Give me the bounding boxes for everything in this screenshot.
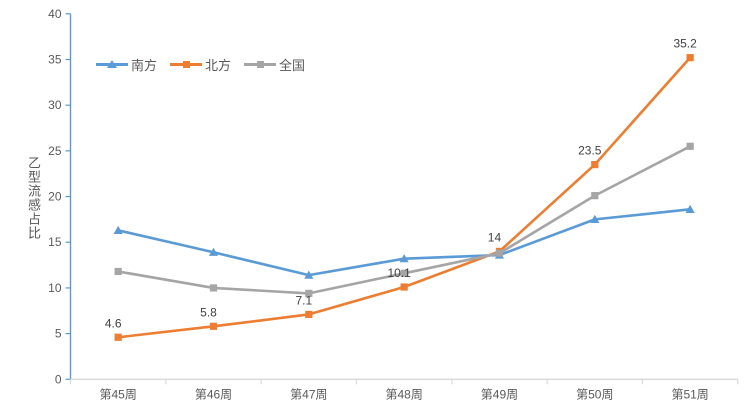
square-marker-icon: [400, 269, 408, 277]
square-marker-icon: [686, 142, 694, 150]
x-tick-label: 第51周: [671, 387, 708, 401]
square-marker-icon: [305, 289, 313, 298]
data-label: 4.6: [105, 316, 122, 330]
square-marker-icon: [182, 61, 190, 68]
square-marker-icon: [495, 249, 504, 257]
y-tick-label: 25: [48, 144, 62, 158]
y-tick-label: 40: [48, 7, 62, 21]
x-tick-label: 第47周: [290, 387, 327, 401]
square-marker-icon: [256, 61, 264, 68]
square-marker-icon: [400, 283, 408, 291]
data-label: 5.8: [200, 305, 217, 319]
legend-item-south: 南方: [96, 55, 157, 74]
legend-label: 南方: [131, 58, 158, 73]
x-tick-label: 第46周: [195, 387, 232, 401]
y-tick-label: 0: [55, 372, 62, 386]
data-label: 35.2: [673, 37, 697, 51]
series-line-1: [116, 56, 692, 339]
triangle-marker-icon: [685, 204, 695, 213]
data-label: 10.1: [387, 266, 411, 280]
legend-swatch: [170, 59, 203, 70]
square-marker-icon: [686, 54, 694, 62]
y-axis-title: 乙型流感占比: [26, 156, 41, 240]
square-marker-icon: [114, 267, 122, 276]
legend-swatch: [96, 59, 128, 70]
y-tick-label: 5: [55, 327, 62, 341]
y-tick-label: 15: [48, 235, 62, 249]
x-tick-label: 第45周: [99, 387, 136, 401]
y-tick-label: 30: [48, 98, 62, 112]
data-label: 23.5: [578, 144, 602, 158]
square-marker-icon: [114, 333, 122, 341]
square-marker-icon: [305, 310, 313, 319]
data-label: 14: [488, 230, 502, 244]
legend-label: 全国: [279, 58, 306, 73]
square-marker-icon: [591, 192, 599, 200]
data-label: 7.1: [295, 293, 312, 307]
legend-swatch: [244, 59, 277, 70]
y-tick-label: 10: [48, 281, 62, 295]
legend-label: 北方: [205, 58, 232, 73]
x-tick-label: 第48周: [385, 387, 422, 401]
triangle-marker-icon: [208, 247, 219, 256]
y-tick-label: 20: [48, 190, 62, 204]
square-marker-icon: [209, 322, 218, 330]
triangle-marker-icon: [107, 60, 117, 68]
legend-item-national: 全国: [244, 55, 305, 74]
legend: 南方 北方 全国: [96, 55, 305, 74]
x-tick-label: 第50周: [576, 387, 613, 401]
triangle-marker-icon: [304, 270, 314, 279]
square-marker-icon: [591, 160, 599, 169]
triangle-marker-icon: [590, 214, 600, 223]
square-marker-icon: [209, 284, 218, 292]
triangle-marker-icon: [113, 225, 123, 234]
x-tick-label: 第49周: [481, 387, 518, 401]
triangle-marker-icon: [399, 254, 409, 263]
y-tick-label: 35: [48, 52, 62, 66]
legend-item-north: 北方: [170, 55, 231, 74]
